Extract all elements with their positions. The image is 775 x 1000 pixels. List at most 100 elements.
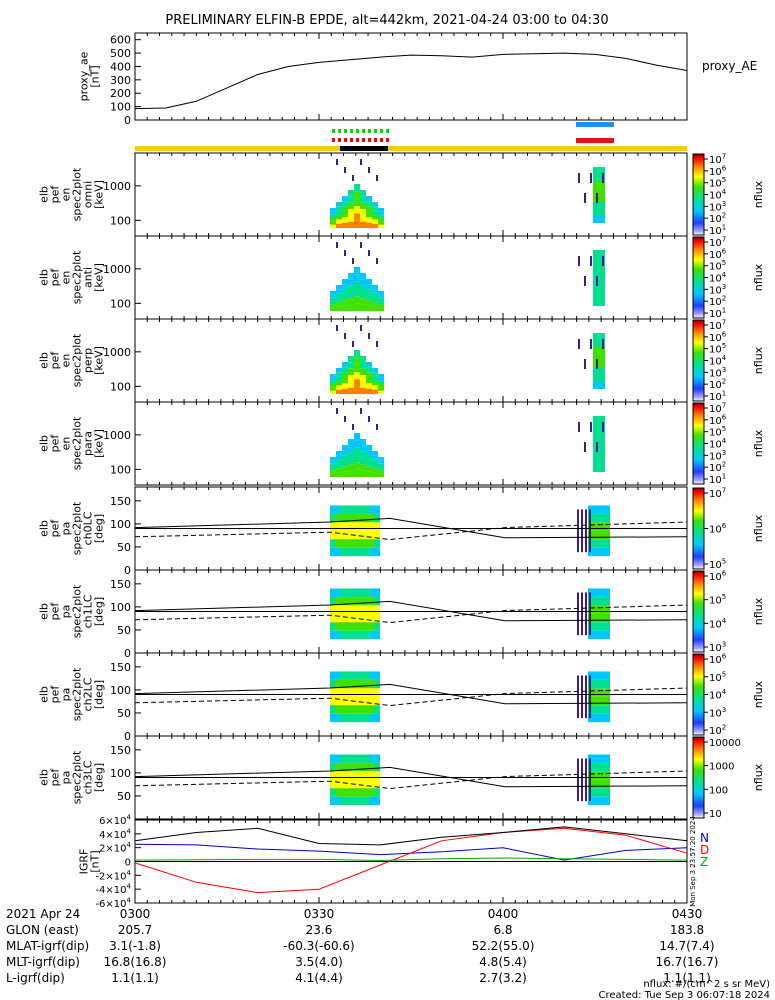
heatmap-cell xyxy=(375,513,380,523)
heatmap-cell xyxy=(366,284,372,290)
heatmap-cell xyxy=(365,622,370,631)
heatmap-cell xyxy=(585,675,587,719)
ephem-label: MLT-igrf(dip) xyxy=(6,955,80,969)
heatmap-cell xyxy=(375,588,380,597)
heatmap-cell xyxy=(355,605,360,614)
heatmap-cell xyxy=(336,215,342,220)
heatmap-cell xyxy=(336,285,342,290)
heatmap-cell xyxy=(330,224,336,228)
heatmap-cell xyxy=(360,788,365,797)
y-label-line: pef xyxy=(49,602,62,621)
y-tick-label: 100 xyxy=(110,601,131,614)
heatmap-cell xyxy=(340,713,345,723)
heatmap-cell xyxy=(360,202,366,209)
heatmap-cell xyxy=(345,671,350,680)
heatmap-cell xyxy=(370,679,375,689)
heatmap-cell xyxy=(372,223,378,228)
y-label-line: spec2plot xyxy=(71,333,84,387)
y-label-line: [deg] xyxy=(93,680,106,709)
heatmap-cell xyxy=(340,522,345,531)
heatmap-cell xyxy=(370,705,375,714)
heatmap-cell xyxy=(355,679,360,689)
green-dash xyxy=(368,129,371,133)
heatmap-cell xyxy=(588,713,610,723)
heatmap-cell xyxy=(589,758,591,802)
heatmap-cell xyxy=(348,209,354,216)
heatmap-cell xyxy=(355,705,360,714)
heatmap-cell xyxy=(340,622,345,631)
heatmap-cell xyxy=(342,295,348,301)
heatmap-cell xyxy=(360,445,366,452)
heatmap-cell xyxy=(355,788,360,797)
heatmap-cell xyxy=(375,605,380,614)
spectrogram-panels: 1001000elbpefenspec2plotomni[keV]1011021… xyxy=(38,152,765,820)
heatmap-cell xyxy=(340,679,345,689)
heatmap-cell xyxy=(584,442,586,452)
heatmap-cell xyxy=(372,298,378,303)
loss-cone-line xyxy=(134,517,688,539)
y-tick-label: 100 xyxy=(110,297,131,310)
cbar-tick-label: 103 xyxy=(709,449,726,463)
cbar-label: nflux xyxy=(752,763,765,791)
heatmap-cell xyxy=(365,522,370,531)
heatmap-cell xyxy=(588,622,610,631)
heatmap-cell xyxy=(378,291,384,295)
heatmap-cell xyxy=(366,217,372,223)
heatmap-cell xyxy=(345,705,350,714)
heatmap-cell xyxy=(336,381,342,386)
heatmap-cell xyxy=(336,464,342,469)
heatmap-cell xyxy=(355,513,360,523)
y-label-line: [keV] xyxy=(93,263,106,292)
heatmap-cell xyxy=(350,705,355,714)
heatmap-cell xyxy=(355,771,360,780)
cbar-tick-label: 106 xyxy=(709,330,727,344)
heatmap-cell xyxy=(330,522,335,531)
red-dash xyxy=(338,138,341,142)
heatmap-cell xyxy=(345,788,350,797)
cbar-tick-label: 103 xyxy=(709,641,726,655)
anti-loss-cone-line xyxy=(134,687,688,707)
heatmap-cell xyxy=(344,333,346,339)
heatmap-cell xyxy=(352,175,354,181)
y-label-line: pa xyxy=(60,771,73,785)
heatmap-cell xyxy=(336,468,342,473)
legend-entry: N xyxy=(700,831,709,845)
y-label-line: ch0LC xyxy=(82,511,95,545)
cbar-tick-label: 106 xyxy=(709,247,727,261)
heatmap-cell xyxy=(375,630,380,640)
heatmap-cell xyxy=(593,188,605,195)
heatmap-cell xyxy=(378,457,384,461)
heatmap-cell xyxy=(354,191,360,199)
heatmap-cell xyxy=(345,622,350,631)
y-tick-label: 100 xyxy=(110,684,131,697)
y-label-line: pef xyxy=(49,351,62,370)
heatmap-cell xyxy=(345,696,350,706)
heatmap-cell xyxy=(593,209,605,216)
heatmap-cell xyxy=(360,381,366,388)
heatmap-cell xyxy=(378,460,384,464)
heatmap-cell xyxy=(365,547,370,557)
heatmap-cell xyxy=(330,211,336,215)
heatmap-cell xyxy=(593,458,605,465)
red-dash xyxy=(374,138,377,142)
heatmap-cell xyxy=(330,779,335,789)
heatmap-cell xyxy=(372,285,378,290)
heatmap-cell xyxy=(340,630,345,640)
ephem-value: 2.7(3.2) xyxy=(479,971,527,985)
heatmap-cell xyxy=(350,588,355,597)
cbar-tick-label: 107 xyxy=(709,319,726,333)
heatmap-cell xyxy=(345,796,350,806)
y-tick-label: 50 xyxy=(117,624,131,637)
cbar-tick-label: 101 xyxy=(709,307,726,321)
heatmap-cell xyxy=(365,771,370,780)
heatmap-cell xyxy=(330,762,335,772)
heatmap-cell xyxy=(588,596,610,606)
heatmap-cell xyxy=(365,605,370,614)
heatmap-cell xyxy=(350,713,355,723)
colorbar xyxy=(692,736,705,819)
heatmap-cell xyxy=(360,451,366,458)
heatmap-cell xyxy=(588,630,610,640)
heatmap-cell xyxy=(354,469,360,477)
